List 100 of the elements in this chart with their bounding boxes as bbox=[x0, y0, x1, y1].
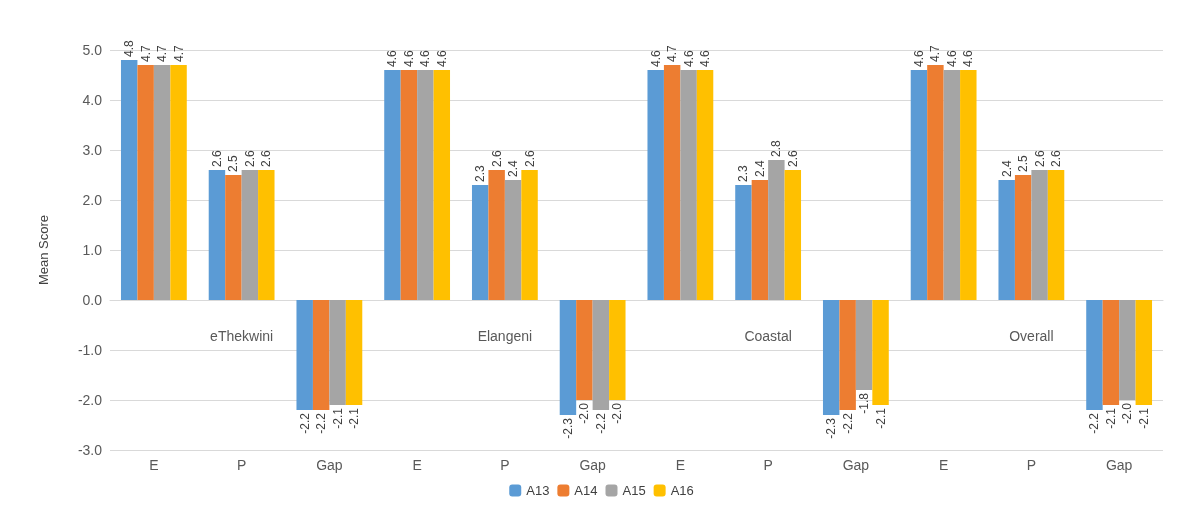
bar bbox=[153, 65, 171, 300]
data-label: 2.4 bbox=[752, 159, 767, 177]
x-tick-label: Gap bbox=[579, 457, 607, 473]
bar bbox=[1031, 170, 1048, 300]
legend-label: A16 bbox=[670, 483, 694, 498]
data-label: 4.6 bbox=[418, 49, 433, 67]
data-label: 2.6 bbox=[242, 149, 257, 167]
bar bbox=[1135, 300, 1153, 405]
y-tick-label: 4.0 bbox=[82, 92, 103, 108]
x-tick-label: E bbox=[938, 457, 949, 473]
bar bbox=[559, 300, 577, 415]
bar bbox=[208, 170, 226, 300]
x-tick-label: E bbox=[412, 457, 422, 473]
x-tick-label: P bbox=[500, 457, 510, 473]
bar bbox=[998, 180, 1015, 300]
y-tick-label: -1.0 bbox=[77, 342, 103, 358]
y-axis-title: Mean Score bbox=[36, 214, 51, 286]
bar bbox=[735, 185, 752, 300]
data-label: 2.6 bbox=[785, 149, 800, 167]
bar bbox=[1014, 175, 1032, 300]
bar bbox=[647, 70, 664, 300]
bar bbox=[1086, 300, 1103, 410]
bar bbox=[576, 300, 593, 400]
y-tick-label: 5.0 bbox=[82, 42, 103, 58]
bar bbox=[471, 185, 489, 300]
annotation: Overall bbox=[1009, 328, 1054, 344]
bar bbox=[910, 70, 928, 300]
x-tick-label: P bbox=[763, 457, 773, 473]
bar bbox=[120, 60, 138, 300]
x-tick-label: Gap bbox=[842, 457, 870, 473]
data-label: -2.2 bbox=[314, 412, 329, 434]
bar bbox=[1102, 300, 1120, 405]
data-label: -2.2 bbox=[840, 412, 855, 434]
bar bbox=[1047, 170, 1065, 300]
x-tick-label: Gap bbox=[316, 457, 343, 473]
legend-label: A13 bbox=[526, 483, 550, 498]
data-label: 2.6 bbox=[209, 149, 224, 167]
y-tick-label: -2.0 bbox=[77, 392, 103, 408]
data-label: -2.0 bbox=[610, 402, 625, 424]
data-label: -2.1 bbox=[347, 407, 362, 429]
data-label: 2.5 bbox=[226, 154, 241, 172]
data-label: -2.3 bbox=[560, 417, 575, 439]
data-label: 4.6 bbox=[401, 49, 416, 67]
x-tick-label: P bbox=[236, 457, 247, 473]
bar bbox=[680, 70, 697, 300]
data-label: -2.1 bbox=[873, 407, 888, 429]
bar bbox=[241, 170, 259, 300]
bar bbox=[855, 300, 873, 390]
y-tick-label: 2.0 bbox=[82, 192, 103, 208]
bar bbox=[225, 175, 242, 300]
data-label: 4.7 bbox=[665, 44, 680, 62]
data-label: -2.2 bbox=[593, 412, 608, 434]
data-label: -2.2 bbox=[297, 412, 312, 434]
annotation: eThekwini bbox=[210, 328, 274, 344]
y-tick-label: 0.0 bbox=[82, 292, 103, 308]
bar bbox=[822, 300, 840, 415]
data-label: 4.6 bbox=[434, 49, 449, 67]
data-label: 4.6 bbox=[681, 49, 696, 67]
bar bbox=[488, 170, 505, 300]
y-tick-label: 1.0 bbox=[82, 242, 103, 258]
data-label: 2.6 bbox=[1032, 149, 1047, 167]
legend-label: A14 bbox=[574, 483, 598, 498]
data-label: -2.3 bbox=[824, 417, 839, 439]
bar bbox=[663, 65, 681, 300]
x-tick-label: P bbox=[1026, 457, 1037, 473]
data-label: -2.2 bbox=[1087, 412, 1102, 434]
data-label: -1.8 bbox=[857, 392, 872, 414]
data-label: 2.6 bbox=[489, 149, 504, 167]
annotation: Elangeni bbox=[477, 328, 533, 344]
data-label: 4.7 bbox=[155, 44, 170, 62]
bar bbox=[592, 300, 610, 410]
bar bbox=[768, 160, 785, 300]
data-label: 2.6 bbox=[259, 149, 274, 167]
bar bbox=[296, 300, 313, 410]
bar bbox=[872, 300, 889, 405]
bar bbox=[137, 65, 154, 300]
bar bbox=[943, 70, 961, 300]
data-label: -2.0 bbox=[577, 402, 592, 424]
bar bbox=[345, 300, 363, 405]
data-label: 2.8 bbox=[769, 139, 784, 157]
bar bbox=[433, 70, 451, 300]
bar bbox=[384, 70, 401, 300]
bar bbox=[329, 300, 346, 405]
bar bbox=[170, 65, 187, 300]
data-label: -2.1 bbox=[1136, 407, 1151, 429]
x-tick-label: Gap bbox=[1105, 457, 1133, 473]
data-label: -2.1 bbox=[330, 407, 345, 429]
x-tick-label: E bbox=[149, 457, 159, 473]
data-label: 4.8 bbox=[122, 39, 137, 57]
bar bbox=[1119, 300, 1136, 400]
data-label: 4.6 bbox=[944, 49, 959, 67]
bar bbox=[751, 180, 769, 300]
data-label: -2.1 bbox=[1103, 407, 1118, 429]
bar bbox=[521, 170, 538, 300]
bar bbox=[696, 70, 714, 300]
bar bbox=[784, 170, 802, 300]
data-label: 2.4 bbox=[999, 159, 1014, 177]
legend-label: A15 bbox=[622, 483, 646, 498]
bar bbox=[927, 65, 944, 300]
y-tick-label: 3.0 bbox=[82, 142, 103, 158]
